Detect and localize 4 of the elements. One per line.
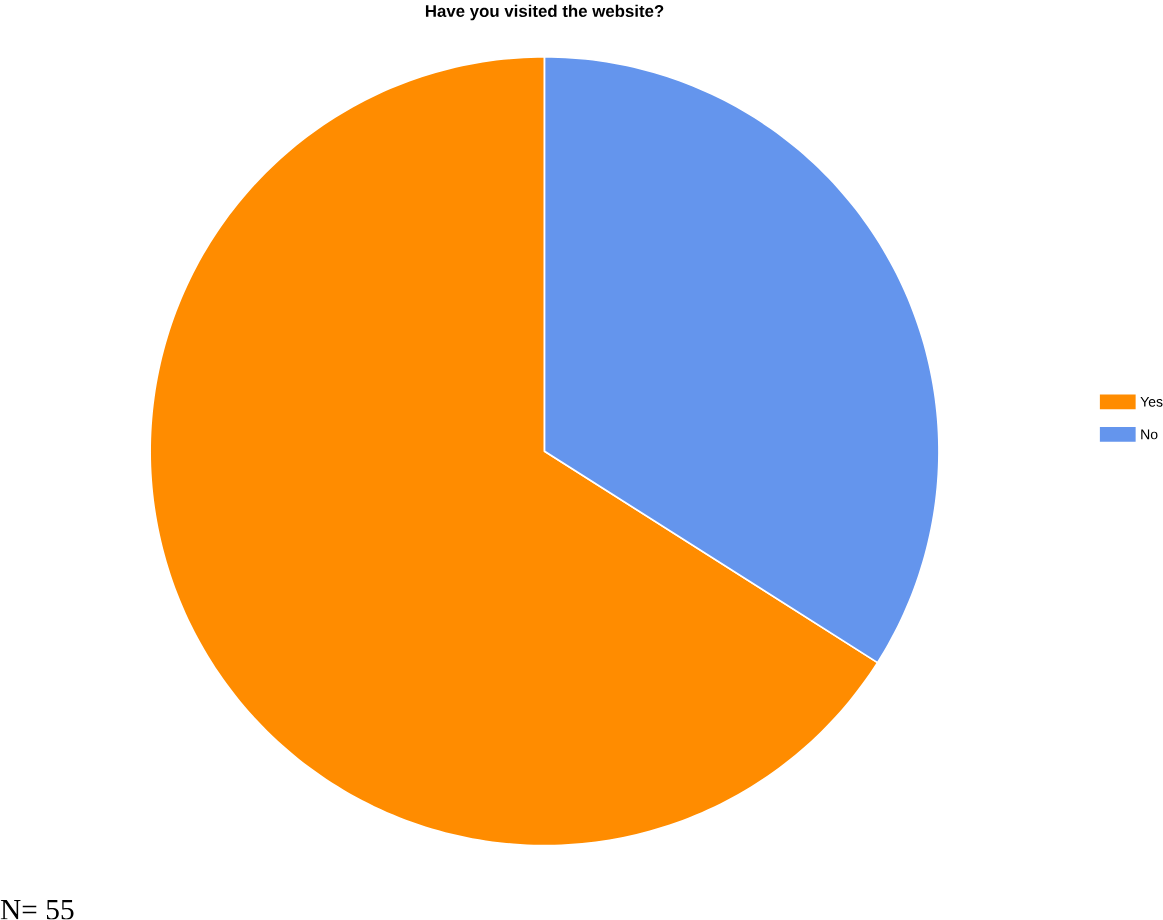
text: N= 55 <box>0 900 74 920</box>
legend-label: Yes <box>1140 397 1163 407</box>
chart-title: Have you visited the website? <box>425 4 664 21</box>
legend-label: No <box>1141 429 1158 440</box>
